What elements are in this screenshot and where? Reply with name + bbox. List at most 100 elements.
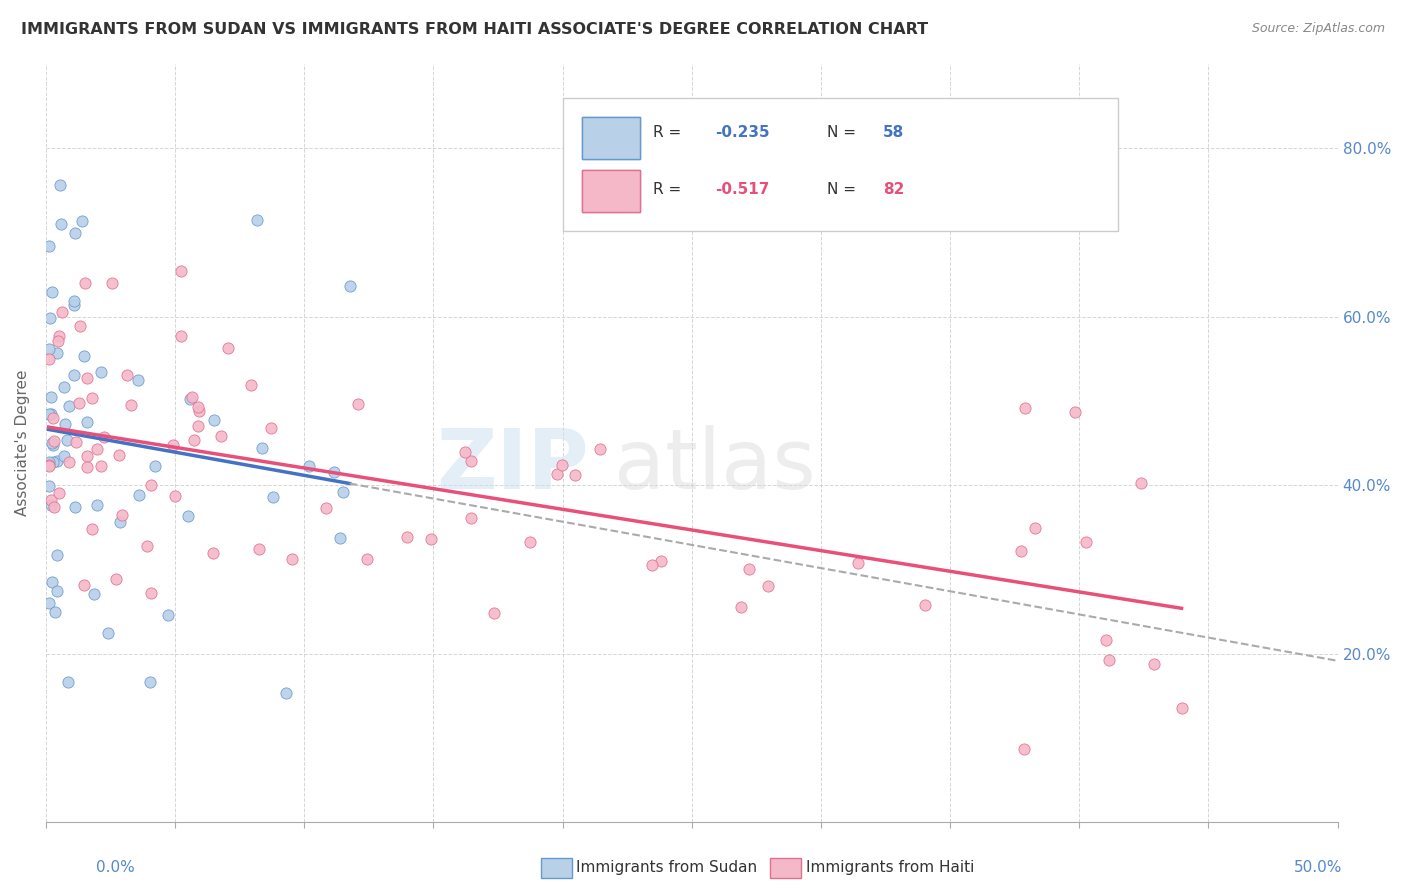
Point bbox=[180, 391, 202, 405]
Point bbox=[73, 578, 96, 592]
Point bbox=[139, 674, 162, 689]
Point bbox=[139, 585, 162, 599]
Point bbox=[63, 298, 86, 312]
Text: 58: 58 bbox=[883, 125, 904, 140]
Point bbox=[1064, 405, 1087, 419]
Point bbox=[395, 530, 418, 544]
Point bbox=[38, 458, 60, 473]
Point bbox=[76, 449, 98, 463]
Point bbox=[58, 675, 80, 690]
Point bbox=[650, 554, 672, 568]
Point bbox=[38, 478, 60, 492]
Text: IMMIGRANTS FROM SUDAN VS IMMIGRANTS FROM HAITI ASSOCIATE'S DEGREE CORRELATION CH: IMMIGRANTS FROM SUDAN VS IMMIGRANTS FROM… bbox=[21, 22, 928, 37]
Point bbox=[165, 489, 187, 503]
Point bbox=[246, 212, 269, 227]
FancyBboxPatch shape bbox=[582, 170, 640, 212]
Point bbox=[170, 264, 193, 278]
Point bbox=[356, 552, 378, 566]
Point bbox=[640, 558, 662, 572]
Point bbox=[76, 371, 98, 385]
Point bbox=[110, 515, 132, 529]
Point bbox=[67, 396, 90, 410]
Text: R =: R = bbox=[652, 125, 686, 140]
Point bbox=[39, 390, 62, 404]
Point bbox=[550, 458, 572, 472]
Point bbox=[83, 587, 105, 601]
Point bbox=[1010, 543, 1032, 558]
Text: ZIP: ZIP bbox=[436, 425, 589, 507]
Point bbox=[38, 407, 60, 421]
Point bbox=[70, 214, 93, 228]
Point bbox=[73, 349, 96, 363]
Point bbox=[46, 346, 69, 360]
Point bbox=[156, 607, 179, 622]
Text: N =: N = bbox=[827, 125, 862, 140]
Point bbox=[53, 417, 76, 431]
Point bbox=[48, 329, 70, 343]
Point bbox=[42, 455, 65, 469]
Point bbox=[38, 596, 60, 610]
Point bbox=[135, 540, 157, 554]
Point bbox=[38, 458, 60, 473]
Point bbox=[1094, 632, 1116, 647]
Text: Immigrants from Haiti: Immigrants from Haiti bbox=[806, 861, 974, 875]
Point bbox=[252, 441, 274, 455]
Point bbox=[202, 413, 225, 427]
Text: atlas: atlas bbox=[614, 425, 815, 507]
Point bbox=[38, 351, 60, 366]
Point bbox=[339, 279, 361, 293]
Point bbox=[323, 465, 346, 479]
Point bbox=[39, 310, 62, 325]
Point bbox=[63, 368, 86, 382]
Point bbox=[420, 532, 443, 546]
Point bbox=[97, 626, 120, 640]
Text: 0.0%: 0.0% bbox=[96, 860, 135, 874]
Point bbox=[179, 392, 201, 407]
Point bbox=[460, 511, 482, 525]
Point bbox=[65, 434, 87, 449]
Point bbox=[42, 438, 65, 452]
Point bbox=[247, 542, 270, 557]
Point bbox=[86, 498, 108, 512]
Point bbox=[76, 460, 98, 475]
Point bbox=[217, 341, 239, 355]
Point bbox=[46, 334, 69, 348]
Point bbox=[1014, 741, 1036, 756]
Point bbox=[39, 492, 62, 507]
Text: -0.235: -0.235 bbox=[716, 125, 769, 140]
Text: 82: 82 bbox=[883, 182, 904, 196]
Point bbox=[51, 304, 73, 318]
Point bbox=[41, 574, 63, 589]
Point bbox=[183, 434, 205, 448]
Point bbox=[329, 531, 352, 545]
Point bbox=[170, 329, 193, 343]
Point bbox=[90, 365, 112, 379]
Point bbox=[128, 488, 150, 502]
Text: -0.517: -0.517 bbox=[716, 182, 769, 196]
Point bbox=[914, 598, 936, 612]
Point bbox=[1098, 653, 1121, 667]
Point bbox=[730, 600, 752, 615]
Point bbox=[46, 548, 69, 562]
Y-axis label: Associate's Degree: Associate's Degree bbox=[15, 370, 30, 516]
Point bbox=[39, 408, 62, 422]
Point bbox=[39, 498, 62, 512]
Point bbox=[58, 399, 80, 413]
Point bbox=[49, 178, 72, 192]
Point bbox=[1130, 475, 1153, 490]
Text: 50.0%: 50.0% bbox=[1295, 860, 1343, 874]
Point bbox=[48, 486, 70, 500]
Point bbox=[460, 454, 482, 468]
Point bbox=[139, 478, 162, 492]
Point bbox=[564, 468, 586, 483]
Point bbox=[1074, 535, 1097, 549]
Point bbox=[108, 448, 131, 462]
Point bbox=[101, 277, 124, 291]
Point bbox=[281, 551, 304, 566]
Point bbox=[262, 491, 284, 505]
Point bbox=[240, 378, 263, 392]
Point bbox=[143, 458, 166, 473]
Point bbox=[260, 421, 283, 435]
Text: N =: N = bbox=[827, 182, 862, 196]
Point bbox=[202, 546, 225, 560]
